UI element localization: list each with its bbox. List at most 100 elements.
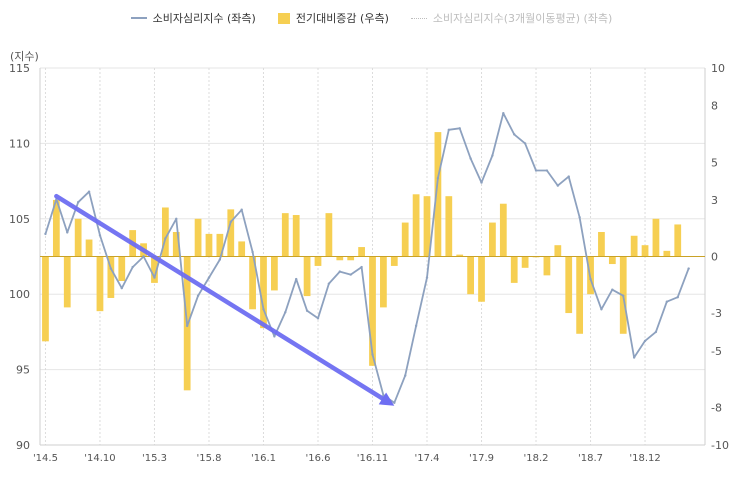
legend-item-change[interactable]: 전기대비증감 (우측): [277, 10, 389, 26]
change-bar: [238, 241, 246, 257]
legend-label-moving-average: 소비자심리지수(3개월이동평균) (좌측): [432, 12, 613, 25]
x-tick-label: '17.4: [415, 453, 440, 464]
index-point: [600, 308, 603, 311]
x-tick-label: '18.12: [629, 453, 660, 464]
change-bar: [118, 256, 126, 282]
index-point: [196, 294, 200, 297]
change-bar: [249, 256, 256, 310]
change-bar: [445, 196, 453, 257]
left-axis-unit: (지수): [10, 50, 39, 63]
change-bar: [380, 256, 387, 308]
index-point: [534, 169, 538, 172]
index-point: [98, 234, 102, 237]
index-point: [229, 220, 232, 224]
change-bar: [478, 256, 485, 302]
x-tick-label: '18.2: [524, 453, 549, 464]
legend-item-moving-average[interactable]: 소비자심리지수(3개월이동평균) (좌측): [410, 10, 613, 26]
change-bar: [412, 194, 420, 257]
index-point: [513, 133, 516, 136]
y-left-tick-label: 105: [9, 213, 30, 226]
y-left-tick-label: 95: [16, 364, 30, 377]
index-point: [294, 277, 298, 281]
index-point: [262, 308, 265, 311]
index-point: [175, 217, 178, 220]
index-point: [567, 175, 570, 178]
y-left-tick-label: 110: [9, 137, 30, 150]
index-point: [393, 401, 396, 404]
y-right-tick-label: -3: [711, 307, 722, 320]
change-bar: [510, 256, 518, 283]
change-bar: [52, 199, 60, 257]
index-point: [425, 276, 429, 279]
index-point: [87, 190, 91, 193]
change-bar: [358, 247, 365, 257]
change-bar: [85, 239, 93, 257]
change-bar: [151, 256, 158, 283]
y-right-tick-label: 0: [711, 251, 718, 264]
index-point: [207, 276, 211, 279]
index-point: [414, 324, 418, 328]
legend-label-change: 전기대비증감 (우측): [295, 12, 389, 25]
index-point: [665, 300, 669, 303]
chart-legend: 소비자심리지수 (좌측) 전기대비증감 (우측) 소비자심리지수(3개월이동평균…: [0, 10, 743, 26]
index-point: [436, 176, 440, 180]
change-bar: [565, 256, 573, 314]
change-bar: [598, 231, 605, 257]
index-point: [404, 374, 407, 377]
change-bar: [641, 245, 649, 257]
change-bar: [161, 207, 169, 257]
index-point: [273, 335, 276, 338]
index-point: [458, 127, 461, 130]
x-tick-label: '16.6: [305, 453, 330, 464]
index-point: [66, 231, 69, 234]
change-bar: [543, 256, 551, 276]
change-bar: [42, 256, 49, 342]
y-right-tick-label: -5: [711, 345, 722, 358]
change-bar: [281, 213, 289, 257]
x-tick-label: '17.9: [469, 453, 494, 464]
change-bar: [674, 224, 682, 257]
y-left-tick-label: 100: [9, 288, 30, 301]
index-point: [469, 157, 472, 160]
change-bar: [347, 256, 355, 261]
index-point: [349, 273, 352, 276]
change-bar: [260, 256, 267, 329]
line-swatch-icon: [130, 17, 147, 19]
index-point: [185, 324, 189, 328]
index-point: [284, 311, 287, 314]
x-tick-label: '16.1: [251, 453, 276, 464]
change-bar: [227, 209, 235, 257]
index-point: [622, 294, 625, 297]
index-point: [305, 309, 309, 312]
change-bar: [314, 256, 322, 266]
x-tick-label: '14.10: [84, 453, 115, 464]
change-bar: [390, 256, 398, 266]
y-right-tick-label: 8: [711, 100, 718, 113]
x-tick-label: '16.11: [357, 453, 388, 464]
change-bar: [271, 256, 278, 291]
index-point: [654, 330, 658, 334]
index-point: [643, 339, 647, 343]
index-point: [164, 237, 167, 240]
x-tick-label: '14.5: [33, 453, 58, 464]
index-point: [611, 288, 614, 291]
change-bar: [576, 256, 584, 334]
x-tick-label: '18.7: [578, 453, 603, 464]
legend-item-index[interactable]: 소비자심리지수 (좌측): [130, 10, 256, 26]
change-bar: [74, 218, 82, 257]
change-bar: [336, 256, 344, 261]
y-left-tick-label: 115: [9, 62, 30, 75]
index-point: [131, 265, 134, 269]
index-point: [676, 296, 679, 299]
index-point: [76, 201, 80, 204]
legend-label-index: 소비자심리지수 (좌측): [152, 12, 256, 25]
change-bar: [554, 245, 562, 257]
change-bar: [369, 256, 376, 366]
y-right-tick-label: 10: [711, 62, 725, 75]
index-point: [447, 128, 451, 132]
change-bar: [194, 218, 202, 257]
change-bar: [63, 256, 71, 308]
index-point: [153, 276, 156, 279]
index-point: [316, 317, 320, 320]
change-bar: [521, 256, 529, 268]
